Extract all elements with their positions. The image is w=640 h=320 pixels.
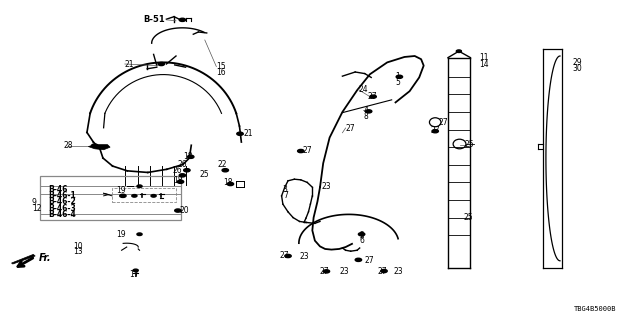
Text: 28: 28	[64, 141, 74, 150]
Text: 23: 23	[300, 252, 309, 261]
Circle shape	[92, 144, 98, 147]
Text: 3: 3	[283, 185, 288, 194]
Text: B-46: B-46	[48, 185, 67, 194]
Circle shape	[184, 169, 190, 172]
Text: 26: 26	[173, 166, 182, 175]
Circle shape	[177, 180, 184, 183]
Text: B-46-3: B-46-3	[48, 204, 76, 212]
Circle shape	[323, 270, 330, 273]
Text: 18: 18	[173, 176, 182, 185]
Circle shape	[137, 185, 142, 188]
Circle shape	[298, 149, 304, 153]
Circle shape	[355, 258, 362, 261]
Text: 19: 19	[116, 186, 126, 195]
Text: 23: 23	[322, 182, 332, 191]
Text: 2: 2	[360, 231, 364, 240]
Text: 16: 16	[216, 68, 226, 77]
Text: 20: 20	[179, 206, 189, 215]
Text: B-46-2: B-46-2	[48, 197, 76, 206]
Text: 14: 14	[479, 60, 488, 68]
Text: 22: 22	[218, 160, 227, 169]
Text: 27: 27	[378, 268, 387, 276]
Text: 5: 5	[396, 78, 401, 87]
Circle shape	[365, 110, 372, 113]
Circle shape	[188, 155, 194, 158]
Circle shape	[151, 195, 156, 197]
Text: 24: 24	[358, 85, 368, 94]
Text: 27: 27	[365, 256, 374, 265]
Circle shape	[158, 62, 164, 66]
Bar	[40, 176, 181, 220]
Circle shape	[237, 132, 243, 135]
Text: TBG4B5000B: TBG4B5000B	[574, 306, 616, 312]
Circle shape	[137, 233, 142, 236]
Text: 27: 27	[438, 118, 448, 127]
Text: 12: 12	[32, 204, 42, 212]
Text: 17: 17	[129, 270, 139, 279]
Text: 29: 29	[573, 58, 582, 67]
Circle shape	[179, 174, 186, 177]
Text: 1: 1	[396, 72, 400, 81]
Text: 25: 25	[465, 140, 474, 149]
Text: 19: 19	[116, 230, 126, 239]
Circle shape	[456, 50, 461, 52]
Circle shape	[227, 182, 234, 186]
Text: 30: 30	[573, 64, 582, 73]
Text: 27: 27	[302, 146, 312, 155]
Circle shape	[358, 233, 365, 236]
Circle shape	[432, 130, 438, 133]
Text: 6: 6	[360, 236, 365, 245]
Text: 27: 27	[346, 124, 355, 132]
Text: 18: 18	[183, 152, 193, 161]
Circle shape	[285, 254, 291, 258]
Text: Fr.: Fr.	[38, 252, 51, 263]
Text: 7: 7	[283, 191, 288, 200]
Text: 4: 4	[364, 106, 369, 115]
Text: 15: 15	[216, 62, 226, 71]
Text: B-51: B-51	[143, 15, 165, 24]
Text: 9: 9	[32, 198, 37, 207]
Circle shape	[179, 18, 186, 21]
Text: 27: 27	[368, 92, 378, 101]
Circle shape	[222, 169, 228, 172]
Text: 18: 18	[223, 178, 232, 187]
Circle shape	[381, 269, 387, 273]
Text: 10: 10	[74, 242, 83, 251]
Polygon shape	[88, 145, 110, 150]
Text: 25: 25	[200, 170, 209, 179]
Circle shape	[120, 194, 126, 197]
Text: 11: 11	[479, 53, 488, 62]
Text: 21: 21	[125, 60, 134, 68]
Polygon shape	[12, 254, 35, 264]
Text: 26: 26	[178, 160, 188, 169]
Text: 21: 21	[243, 129, 253, 138]
Text: 25: 25	[464, 213, 474, 222]
Text: 8: 8	[364, 112, 368, 121]
Text: 27: 27	[320, 268, 330, 276]
Circle shape	[133, 269, 138, 272]
Circle shape	[175, 209, 181, 212]
Circle shape	[132, 195, 137, 197]
Text: 13: 13	[74, 247, 83, 256]
Text: 23: 23	[339, 268, 349, 276]
Circle shape	[370, 95, 376, 98]
Text: B-46-4: B-46-4	[48, 210, 76, 219]
Bar	[112, 188, 176, 202]
Circle shape	[396, 75, 403, 78]
Text: 27: 27	[430, 126, 440, 135]
Text: 23: 23	[394, 268, 403, 276]
Text: B-46-1: B-46-1	[48, 191, 76, 200]
Text: 27: 27	[280, 252, 289, 260]
